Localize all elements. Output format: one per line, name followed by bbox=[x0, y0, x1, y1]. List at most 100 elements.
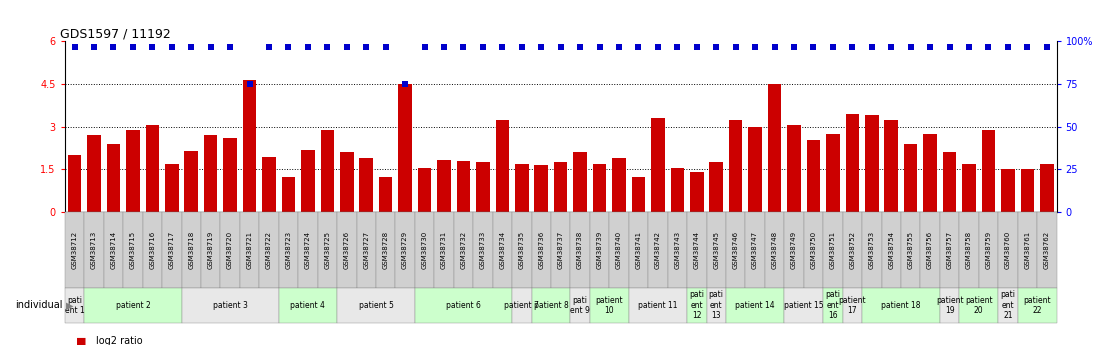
Text: GSM38713: GSM38713 bbox=[91, 231, 97, 269]
Bar bbox=[768, 84, 781, 212]
Text: pati
ent
16: pati ent 16 bbox=[825, 290, 841, 320]
Bar bbox=[418, 168, 432, 212]
Point bbox=[843, 44, 861, 49]
Text: GSM38734: GSM38734 bbox=[500, 231, 505, 269]
Bar bbox=[884, 120, 898, 212]
Bar bbox=[515, 164, 529, 212]
Point bbox=[805, 44, 823, 49]
Point bbox=[766, 44, 784, 49]
Point bbox=[163, 44, 181, 49]
Text: GSM38735: GSM38735 bbox=[519, 231, 524, 269]
Text: GSM38736: GSM38736 bbox=[538, 231, 544, 269]
Text: ▶: ▶ bbox=[66, 300, 74, 310]
Text: GSM38753: GSM38753 bbox=[869, 231, 874, 269]
Text: GSM38751: GSM38751 bbox=[830, 231, 836, 269]
Point bbox=[921, 44, 939, 49]
Bar bbox=[1040, 164, 1053, 212]
Text: pati
ent 9: pati ent 9 bbox=[570, 296, 590, 315]
Point bbox=[727, 44, 745, 49]
Text: GSM38743: GSM38743 bbox=[674, 231, 681, 269]
Text: patient 15: patient 15 bbox=[784, 301, 824, 310]
Bar bbox=[495, 120, 509, 212]
Point bbox=[221, 44, 239, 49]
Point bbox=[979, 44, 997, 49]
Bar bbox=[574, 152, 587, 212]
Text: GSM38719: GSM38719 bbox=[208, 231, 214, 269]
Bar bbox=[963, 164, 976, 212]
Point bbox=[1018, 44, 1036, 49]
Bar bbox=[671, 168, 684, 212]
Bar bbox=[1001, 169, 1015, 212]
Bar bbox=[263, 157, 276, 212]
Text: GSM38730: GSM38730 bbox=[421, 231, 427, 269]
Text: GSM38729: GSM38729 bbox=[402, 231, 408, 269]
Point bbox=[455, 44, 473, 49]
Bar bbox=[845, 114, 859, 212]
Point bbox=[824, 44, 842, 49]
Text: GSM38747: GSM38747 bbox=[752, 231, 758, 269]
Bar bbox=[593, 164, 606, 212]
Point bbox=[182, 44, 200, 49]
Text: pati
ent 1: pati ent 1 bbox=[65, 296, 85, 315]
Text: GSM38754: GSM38754 bbox=[888, 231, 894, 269]
Point bbox=[338, 44, 356, 49]
Bar bbox=[243, 80, 256, 212]
Point bbox=[66, 44, 84, 49]
Bar bbox=[1021, 169, 1034, 212]
Point bbox=[571, 44, 589, 49]
Text: GSM38724: GSM38724 bbox=[305, 231, 311, 269]
Text: GSM38726: GSM38726 bbox=[344, 231, 350, 269]
Point bbox=[785, 44, 803, 49]
Text: patient
19: patient 19 bbox=[936, 296, 964, 315]
Point bbox=[299, 44, 316, 49]
Bar bbox=[613, 158, 626, 212]
Text: GSM38748: GSM38748 bbox=[771, 231, 777, 269]
Bar bbox=[826, 134, 840, 212]
Text: patient
10: patient 10 bbox=[596, 296, 623, 315]
Point bbox=[746, 44, 764, 49]
Bar bbox=[437, 159, 451, 212]
Text: GSM38723: GSM38723 bbox=[285, 231, 292, 269]
Point bbox=[552, 44, 570, 49]
Bar bbox=[553, 162, 568, 212]
Point bbox=[513, 44, 531, 49]
Bar bbox=[456, 161, 471, 212]
Point bbox=[201, 44, 219, 49]
Text: GSM38718: GSM38718 bbox=[188, 231, 195, 269]
Bar bbox=[106, 144, 121, 212]
Point bbox=[863, 44, 881, 49]
Text: GSM38752: GSM38752 bbox=[850, 231, 855, 269]
Bar bbox=[68, 155, 82, 212]
Text: GSM38761: GSM38761 bbox=[1024, 231, 1031, 269]
Text: GSM38715: GSM38715 bbox=[130, 231, 136, 269]
Point bbox=[396, 81, 414, 87]
Bar bbox=[203, 135, 218, 212]
Point bbox=[669, 44, 686, 49]
Text: GSM38744: GSM38744 bbox=[694, 231, 700, 269]
Point bbox=[882, 44, 900, 49]
Bar bbox=[301, 149, 314, 212]
Text: GSM38759: GSM38759 bbox=[985, 231, 992, 269]
Text: GSM38762: GSM38762 bbox=[1044, 231, 1050, 269]
Text: patient 5: patient 5 bbox=[359, 301, 394, 310]
Point bbox=[493, 44, 511, 49]
Point bbox=[1038, 44, 1055, 49]
Text: GSM38725: GSM38725 bbox=[324, 231, 330, 269]
Text: GSM38745: GSM38745 bbox=[713, 231, 719, 269]
Text: GSM38756: GSM38756 bbox=[927, 231, 934, 269]
Point bbox=[708, 44, 726, 49]
Text: ■: ■ bbox=[76, 336, 86, 345]
Point bbox=[532, 44, 550, 49]
Point bbox=[143, 44, 161, 49]
Point bbox=[377, 44, 395, 49]
Text: GSM38760: GSM38760 bbox=[1005, 231, 1011, 269]
Bar bbox=[184, 151, 198, 212]
Text: GSM38750: GSM38750 bbox=[811, 231, 816, 269]
Bar bbox=[729, 120, 742, 212]
Text: pati
ent
12: pati ent 12 bbox=[690, 290, 704, 320]
Bar bbox=[748, 127, 762, 212]
Bar bbox=[903, 144, 918, 212]
Bar bbox=[982, 130, 995, 212]
Bar bbox=[282, 177, 295, 212]
Text: patient
22: patient 22 bbox=[1023, 296, 1051, 315]
